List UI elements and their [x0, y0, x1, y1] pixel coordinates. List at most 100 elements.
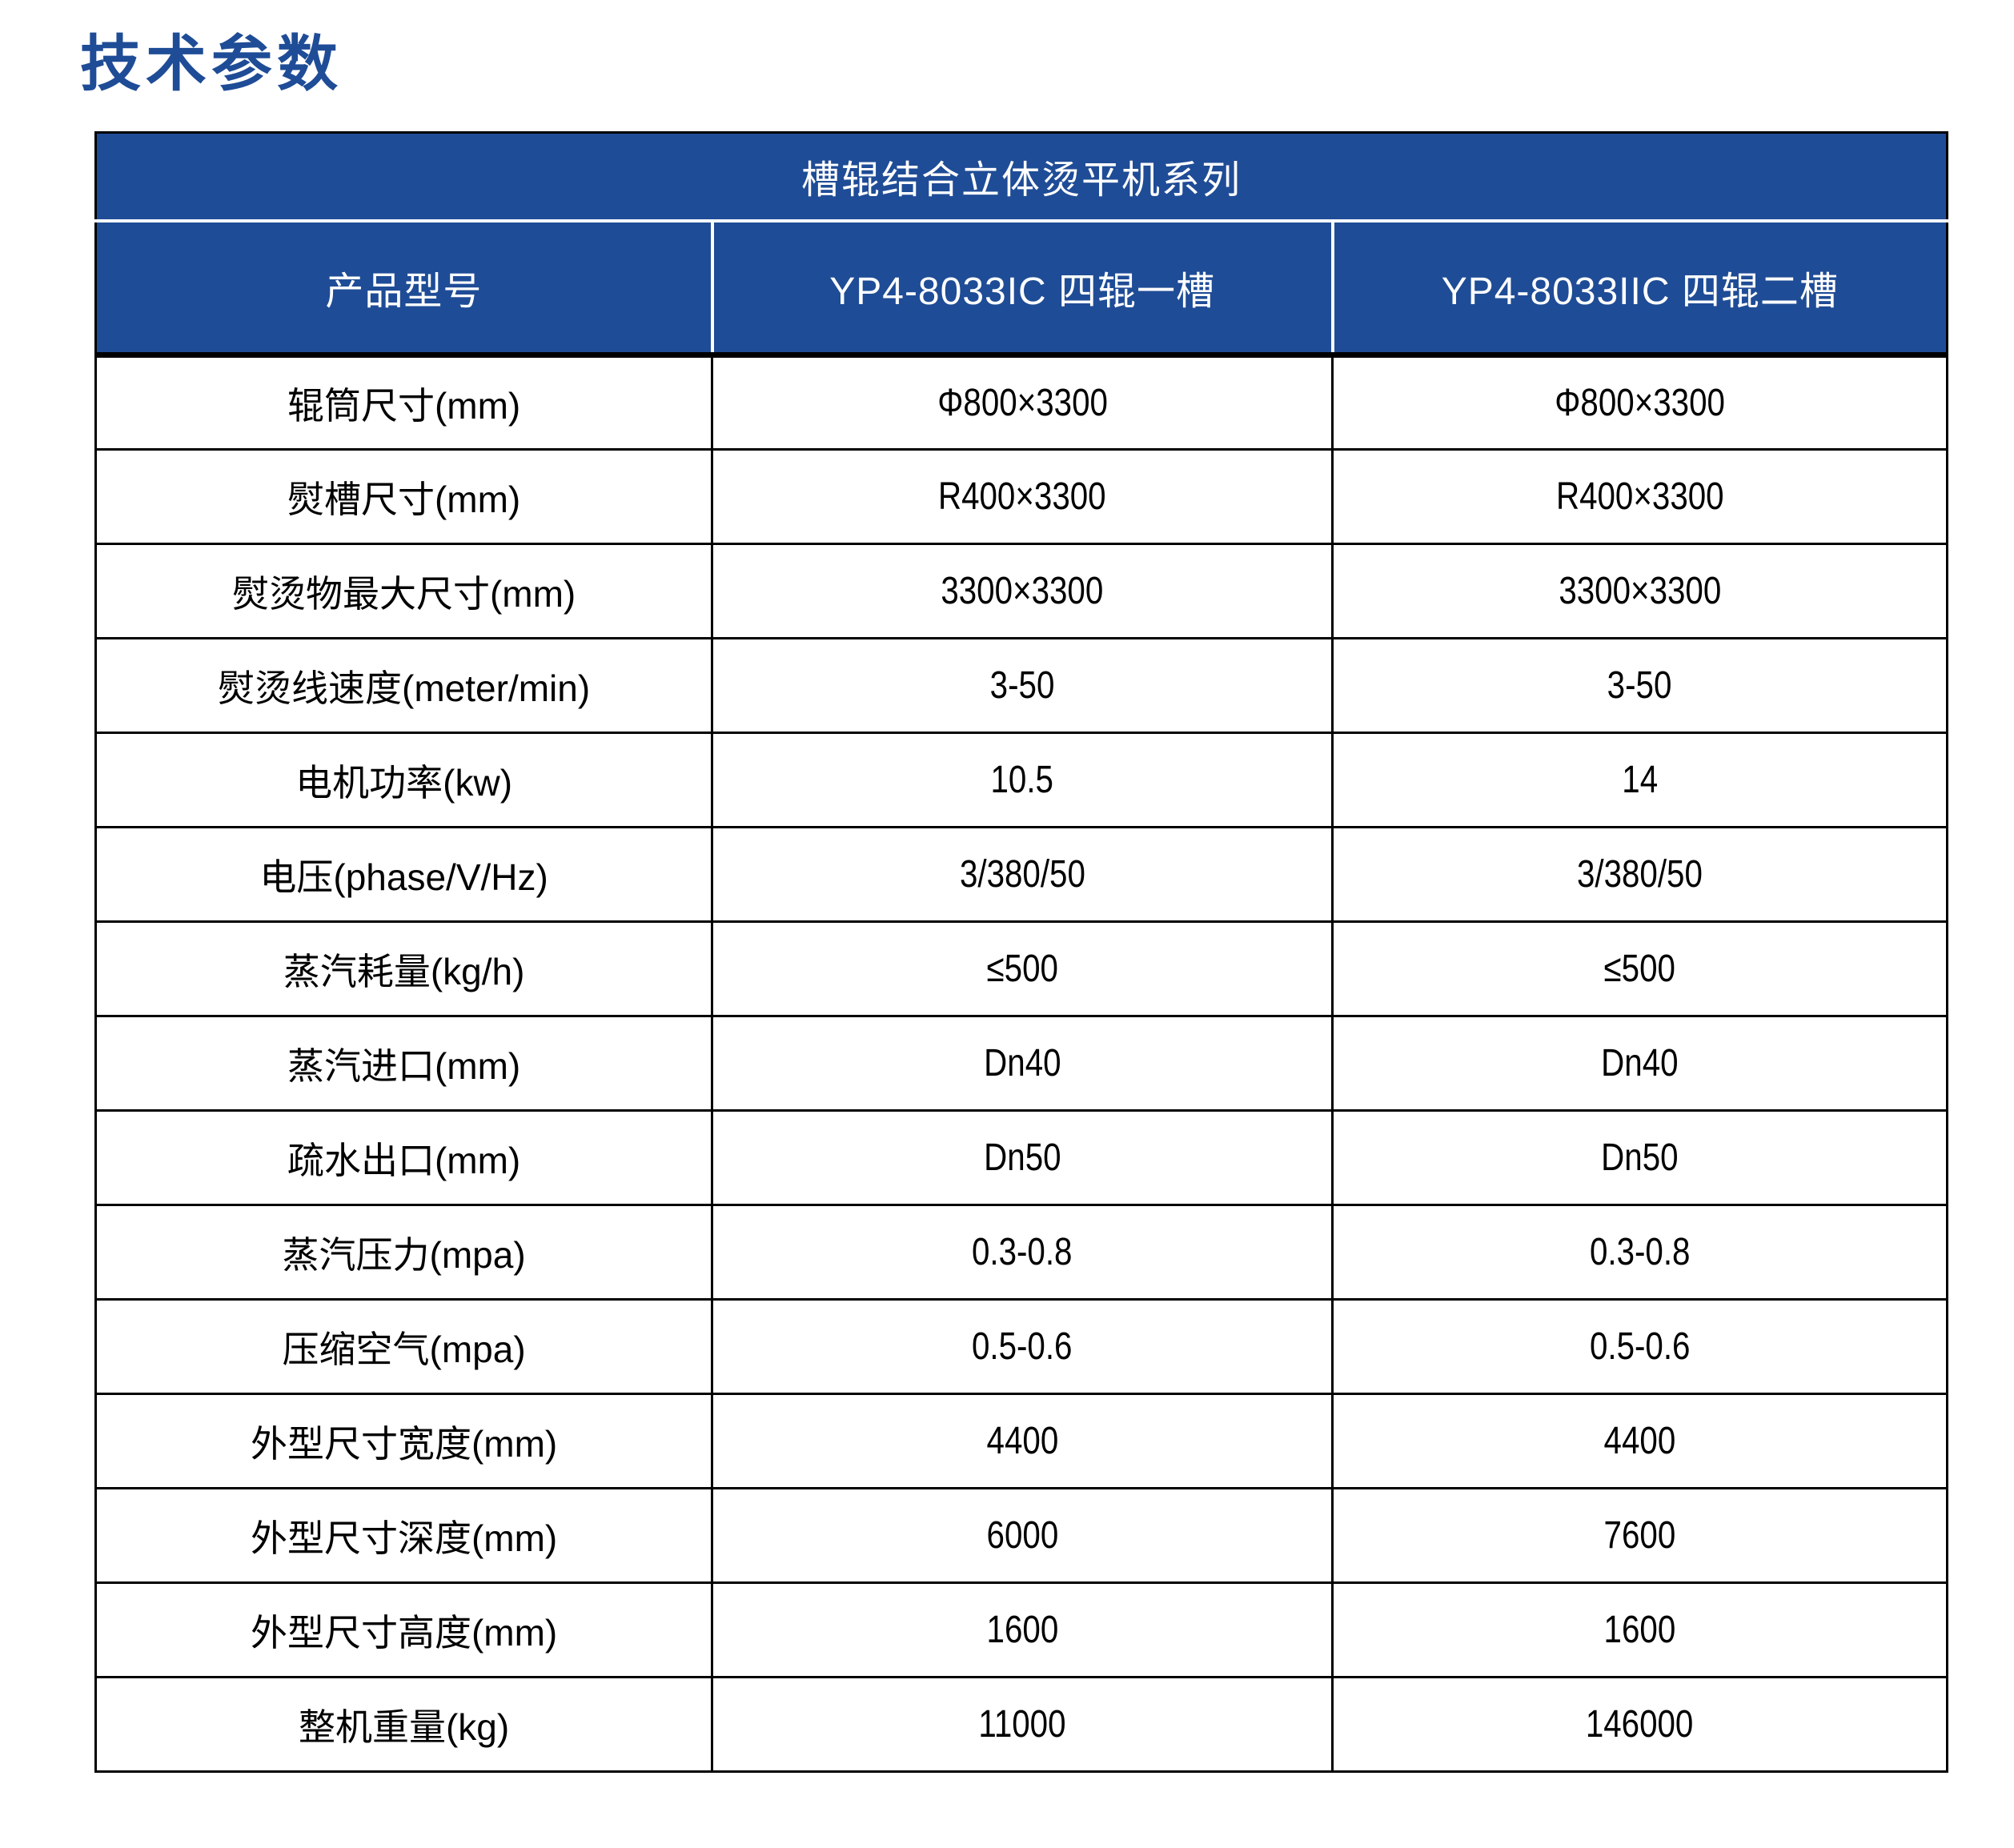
spec-value-cell-model2: 0.3-0.8	[1331, 1204, 1948, 1301]
table-row: 电机功率(kw) 10.5 14	[94, 732, 1948, 828]
spec-value-cell-model2: R400×3300	[1331, 448, 1948, 545]
spec-label: 辊筒尺寸(mm)	[287, 384, 521, 427]
spec-label: 熨烫物最大尺寸(mm)	[231, 572, 576, 615]
spec-label: 压缩空气(mpa)	[282, 1328, 526, 1370]
spec-value-cell-model2: 7600	[1331, 1487, 1948, 1584]
spec-label-cell: 蒸汽耗量(kg/h)	[94, 920, 714, 1017]
series-title: 槽辊结合立体烫平机系列	[95, 132, 1948, 222]
spec-label: 外型尺寸深度(mm)	[250, 1517, 558, 1559]
table-row: 外型尺寸宽度(mm) 4400 4400	[94, 1393, 1948, 1489]
spec-value-model1: 4400	[986, 1420, 1058, 1462]
spec-value-cell-model1: 4400	[711, 1393, 1334, 1489]
spec-value-model2: Φ800×3300	[1555, 382, 1725, 424]
spec-value-model1: 6000	[986, 1514, 1058, 1557]
table-row: 熨烫物最大尺寸(mm) 3300×3300 3300×3300	[94, 543, 1948, 639]
table-row: 电压(phase/V/Hz) 3/380/50 3/380/50	[94, 826, 1948, 923]
column-header-model-2: YP4-8033IIC 四辊二槽	[1332, 220, 1948, 358]
spec-value-cell-model1: R400×3300	[711, 448, 1334, 545]
spec-label: 整机重量(kg)	[298, 1706, 510, 1748]
spec-value-cell-model2: 1600	[1331, 1581, 1948, 1678]
spec-label: 疏水出口(mm)	[287, 1139, 521, 1181]
spec-value-cell-model1: 3300×3300	[711, 543, 1334, 639]
table-row: 辊筒尺寸(mm) Φ800×3300 Φ800×3300	[94, 354, 1948, 451]
table-row: 外型尺寸深度(mm) 6000 7600	[94, 1487, 1948, 1584]
spec-value-model1: Φ800×3300	[937, 382, 1108, 424]
spec-value-model2: Dn40	[1601, 1042, 1679, 1084]
spec-value-cell-model1: 1600	[711, 1581, 1334, 1678]
spec-value-model2: 4400	[1603, 1420, 1676, 1462]
spec-value-cell-model1: Dn50	[711, 1109, 1334, 1206]
spec-label-cell: 外型尺寸深度(mm)	[94, 1487, 714, 1584]
spec-label-cell: 熨槽尺寸(mm)	[94, 448, 714, 545]
spec-label: 电压(phase/V/Hz)	[259, 856, 548, 898]
table-row: 熨烫线速度(meter/min) 3-50 3-50	[94, 637, 1948, 734]
model-header-row: 产品型号 YP4-8033IC 四辊一槽 YP4-8033IIC 四辊二槽	[95, 220, 1948, 358]
spec-label: 蒸汽进口(mm)	[287, 1044, 521, 1087]
column-header-product-model: 产品型号	[95, 220, 714, 358]
spec-value-model1: 10.5	[990, 759, 1054, 801]
spec-value-model2: 3/380/50	[1577, 853, 1703, 896]
spec-value-cell-model2: Φ800×3300	[1331, 354, 1948, 451]
spec-value-cell-model2: Dn50	[1331, 1109, 1948, 1206]
spec-value-cell-model2: Dn40	[1331, 1015, 1948, 1112]
spec-value-model2: 3300×3300	[1559, 570, 1722, 612]
spec-label: 蒸汽耗量(kg/h)	[283, 950, 525, 992]
spec-value-cell-model1: 0.5-0.6	[711, 1298, 1334, 1395]
spec-value-cell-model2: 146000	[1331, 1676, 1948, 1773]
spec-label-cell: 熨烫线速度(meter/min)	[94, 637, 714, 734]
spec-label: 蒸汽压力(mpa)	[282, 1233, 526, 1276]
spec-label: 熨槽尺寸(mm)	[287, 478, 521, 520]
spec-label-cell: 疏水出口(mm)	[94, 1109, 714, 1206]
spec-value-model2: 7600	[1603, 1514, 1676, 1557]
column-header-model-1: YP4-8033IC 四辊一槽	[712, 220, 1334, 358]
spec-value-model1: 0.3-0.8	[972, 1231, 1073, 1273]
spec-label: 电机功率(kw)	[295, 761, 513, 804]
spec-value-cell-model1: 10.5	[711, 732, 1334, 828]
spec-value-model1: Dn40	[983, 1042, 1061, 1084]
spec-value-cell-model1: ≤500	[711, 920, 1334, 1017]
spec-value-cell-model2: 0.5-0.6	[1331, 1298, 1948, 1395]
spec-value-model2: 0.5-0.6	[1589, 1325, 1691, 1368]
spec-value-model1: 3-50	[989, 664, 1055, 707]
table-row: 熨槽尺寸(mm) R400×3300 R400×3300	[94, 448, 1948, 545]
spec-value-model1: 3/380/50	[959, 853, 1085, 896]
spec-label-cell: 压缩空气(mpa)	[94, 1298, 714, 1395]
spec-value-model1: Dn50	[983, 1136, 1061, 1179]
spec-label-cell: 蒸汽压力(mpa)	[94, 1204, 714, 1301]
spec-value-cell-model1: 6000	[711, 1487, 1334, 1584]
spec-value-model2: 146000	[1586, 1703, 1694, 1746]
spec-value-cell-model2: ≤500	[1331, 920, 1948, 1017]
spec-label: 外型尺寸高度(mm)	[250, 1611, 558, 1654]
table-row: 疏水出口(mm) Dn50 Dn50	[94, 1109, 1948, 1206]
spec-table: 槽辊结合立体烫平机系列 产品型号 YP4-8033IC 四辊一槽 YP4-803…	[94, 131, 1948, 1773]
spec-value-cell-model1: Dn40	[711, 1015, 1334, 1112]
page-title: 技术参数	[80, 30, 343, 98]
spec-value-model1: 11000	[978, 1703, 1066, 1746]
spec-value-cell-model2: 3-50	[1331, 637, 1948, 734]
spec-value-model2: Dn50	[1601, 1136, 1679, 1179]
spec-value-cell-model2: 14	[1331, 732, 1948, 828]
table-row: 压缩空气(mpa) 0.5-0.6 0.5-0.6	[94, 1298, 1948, 1395]
spec-value-model1: 0.5-0.6	[972, 1325, 1073, 1368]
spec-value-model1: ≤500	[986, 948, 1058, 990]
table-row: 蒸汽压力(mpa) 0.3-0.8 0.3-0.8	[94, 1204, 1948, 1301]
spec-value-cell-model1: Φ800×3300	[711, 354, 1334, 451]
series-header-row: 槽辊结合立体烫平机系列	[95, 132, 1948, 222]
spec-label-cell: 外型尺寸高度(mm)	[94, 1581, 714, 1678]
spec-value-cell-model2: 3300×3300	[1331, 543, 1948, 639]
spec-value-model2: 0.3-0.8	[1589, 1231, 1691, 1273]
spec-value-cell-model1: 3-50	[711, 637, 1334, 734]
spec-value-cell-model1: 0.3-0.8	[711, 1204, 1334, 1301]
spec-table-body: 辊筒尺寸(mm) Φ800×3300 Φ800×3300 熨槽尺寸(mm) R4…	[94, 354, 1948, 1773]
spec-label-cell: 整机重量(kg)	[94, 1676, 714, 1773]
spec-label-cell: 外型尺寸宽度(mm)	[94, 1393, 714, 1489]
spec-value-model2: R400×3300	[1555, 475, 1724, 518]
spec-label-cell: 电机功率(kw)	[94, 732, 714, 828]
spec-label-cell: 电压(phase/V/Hz)	[94, 826, 714, 923]
spec-label: 熨烫线速度(meter/min)	[218, 667, 591, 709]
spec-value-model2: 3-50	[1607, 664, 1672, 707]
table-row: 蒸汽进口(mm) Dn40 Dn40	[94, 1015, 1948, 1112]
spec-value-model2: 14	[1622, 759, 1658, 801]
table-row: 蒸汽耗量(kg/h) ≤500 ≤500	[94, 920, 1948, 1017]
